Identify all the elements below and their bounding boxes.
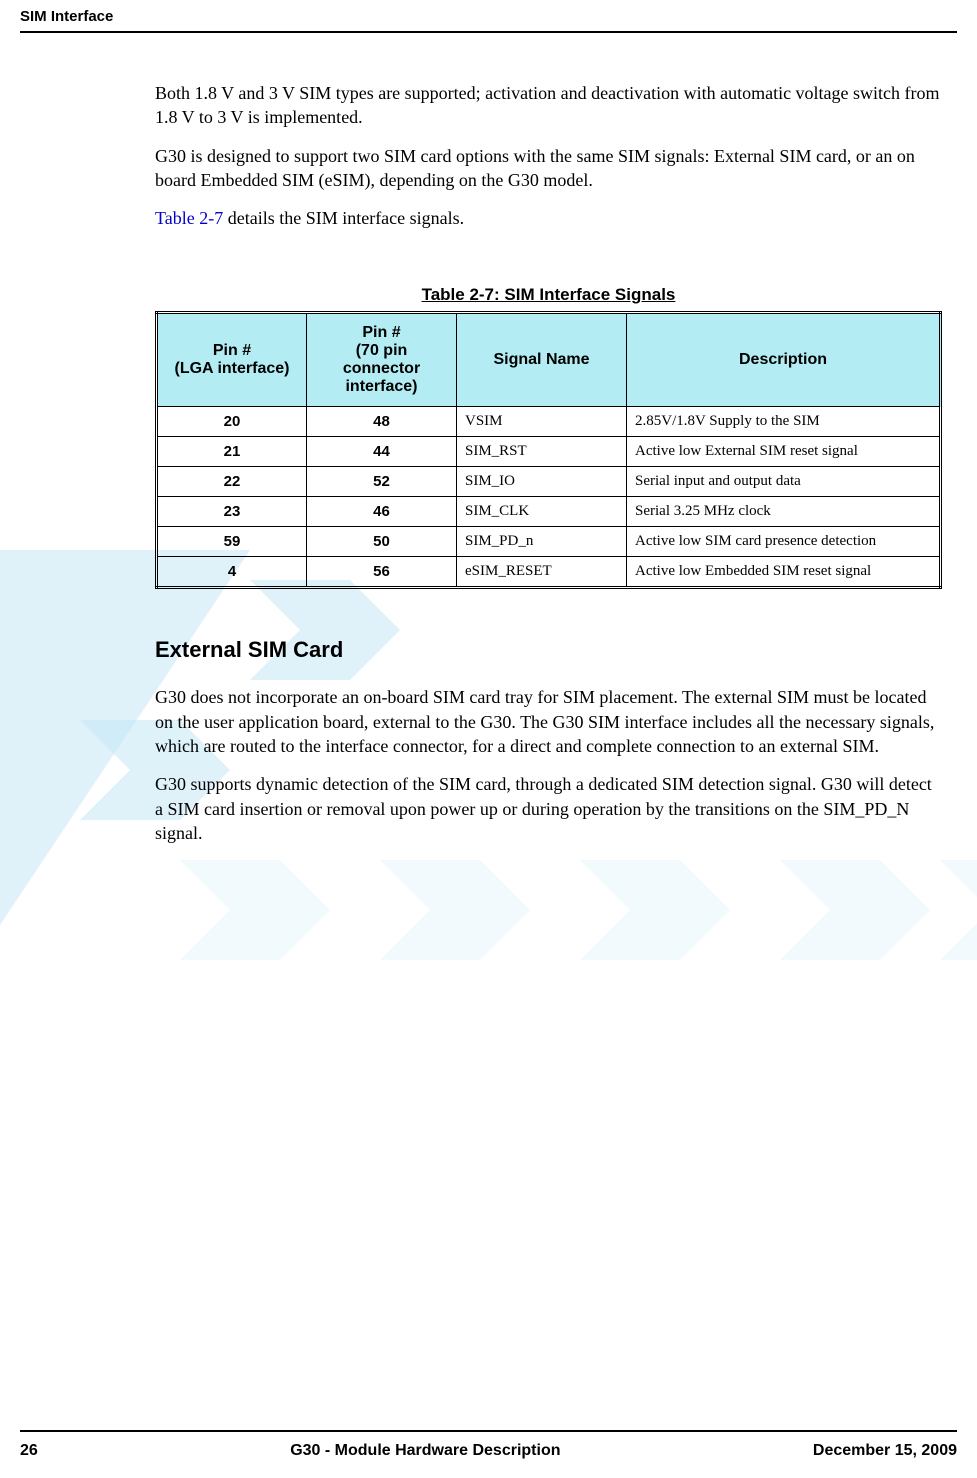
page-number: 26 xyxy=(20,1442,38,1460)
cell-desc: 2.85V/1.8V Supply to the SIM xyxy=(627,407,941,437)
main-content: Both 1.8 V and 3 V SIM types are support… xyxy=(155,33,942,845)
section-heading-external-sim: External SIM Card xyxy=(155,637,942,663)
cell-desc: Serial 3.25 MHz clock xyxy=(627,497,941,527)
table-header-connector: Pin #(70 pinconnectorinterface) xyxy=(307,313,457,407)
cell-name: SIM_IO xyxy=(457,467,627,497)
table-caption: Table 2-7: SIM Interface Signals xyxy=(155,285,942,305)
table-header-description: Description xyxy=(627,313,941,407)
table-row: 4 56 eSIM_RESET Active low Embedded SIM … xyxy=(157,557,941,588)
cell-lga: 21 xyxy=(157,437,307,467)
cell-name: SIM_PD_n xyxy=(457,527,627,557)
page-footer: 26 G30 - Module Hardware Description Dec… xyxy=(20,1430,957,1460)
table-header-signal: Signal Name xyxy=(457,313,627,407)
table-row: 21 44 SIM_RST Active low External SIM re… xyxy=(157,437,941,467)
cell-lga: 22 xyxy=(157,467,307,497)
cell-desc: Serial input and output data xyxy=(627,467,941,497)
cell-lga: 23 xyxy=(157,497,307,527)
footer-date: December 15, 2009 xyxy=(813,1442,957,1460)
cell-conn: 48 xyxy=(307,407,457,437)
cell-conn: 50 xyxy=(307,527,457,557)
cell-conn: 52 xyxy=(307,467,457,497)
intro-paragraph-2: G30 is designed to support two SIM card … xyxy=(155,144,942,193)
cell-desc: Active low Embedded SIM reset signal xyxy=(627,557,941,588)
running-head: SIM Interface xyxy=(20,0,957,31)
footer-title: G30 - Module Hardware Description xyxy=(290,1442,560,1460)
cell-conn: 44 xyxy=(307,437,457,467)
cell-desc: Active low External SIM reset signal xyxy=(627,437,941,467)
intro-paragraph-3-suffix: details the SIM interface signals. xyxy=(223,208,464,228)
cell-name: eSIM_RESET xyxy=(457,557,627,588)
cell-name: SIM_CLK xyxy=(457,497,627,527)
table-row: 59 50 SIM_PD_n Active low SIM card prese… xyxy=(157,527,941,557)
cell-lga: 4 xyxy=(157,557,307,588)
cell-conn: 56 xyxy=(307,557,457,588)
table-header-lga: Pin #(LGA interface) xyxy=(157,313,307,407)
intro-paragraph-3: Table 2-7 details the SIM interface sign… xyxy=(155,206,942,230)
section-paragraph-2: G30 supports dynamic detection of the SI… xyxy=(155,772,942,845)
intro-paragraph-1: Both 1.8 V and 3 V SIM types are support… xyxy=(155,81,942,130)
table-xref[interactable]: Table 2-7 xyxy=(155,208,223,228)
cell-desc: Active low SIM card presence detection xyxy=(627,527,941,557)
cell-name: SIM_RST xyxy=(457,437,627,467)
sim-interface-table: Pin #(LGA interface) Pin #(70 pinconnect… xyxy=(155,311,942,589)
table-row: 22 52 SIM_IO Serial input and output dat… xyxy=(157,467,941,497)
table-row: 23 46 SIM_CLK Serial 3.25 MHz clock xyxy=(157,497,941,527)
bottom-rule xyxy=(20,1430,957,1432)
cell-lga: 20 xyxy=(157,407,307,437)
section-paragraph-1: G30 does not incorporate an on-board SIM… xyxy=(155,685,942,758)
table-row: 20 48 VSIM 2.85V/1.8V Supply to the SIM xyxy=(157,407,941,437)
cell-lga: 59 xyxy=(157,527,307,557)
cell-conn: 46 xyxy=(307,497,457,527)
cell-name: VSIM xyxy=(457,407,627,437)
